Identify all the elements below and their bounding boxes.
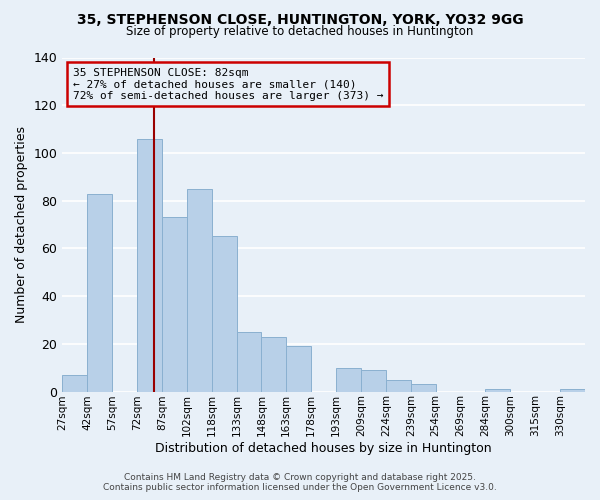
Bar: [286, 346, 311, 392]
Bar: [262, 336, 286, 392]
Text: 35 STEPHENSON CLOSE: 82sqm
← 27% of detached houses are smaller (140)
72% of sem: 35 STEPHENSON CLOSE: 82sqm ← 27% of deta…: [73, 68, 383, 100]
Bar: [62, 375, 87, 392]
Text: 35, STEPHENSON CLOSE, HUNTINGTON, YORK, YO32 9GG: 35, STEPHENSON CLOSE, HUNTINGTON, YORK, …: [77, 12, 523, 26]
Bar: [485, 389, 511, 392]
Bar: [87, 194, 112, 392]
Bar: [187, 188, 212, 392]
Bar: [361, 370, 386, 392]
Text: Size of property relative to detached houses in Huntington: Size of property relative to detached ho…: [127, 25, 473, 38]
Bar: [137, 138, 162, 392]
Bar: [411, 384, 436, 392]
Bar: [212, 236, 236, 392]
Y-axis label: Number of detached properties: Number of detached properties: [15, 126, 28, 323]
Bar: [560, 389, 585, 392]
Text: Contains HM Land Registry data © Crown copyright and database right 2025.
Contai: Contains HM Land Registry data © Crown c…: [103, 473, 497, 492]
X-axis label: Distribution of detached houses by size in Huntington: Distribution of detached houses by size …: [155, 442, 492, 455]
Bar: [386, 380, 411, 392]
Bar: [336, 368, 361, 392]
Bar: [236, 332, 262, 392]
Bar: [162, 218, 187, 392]
